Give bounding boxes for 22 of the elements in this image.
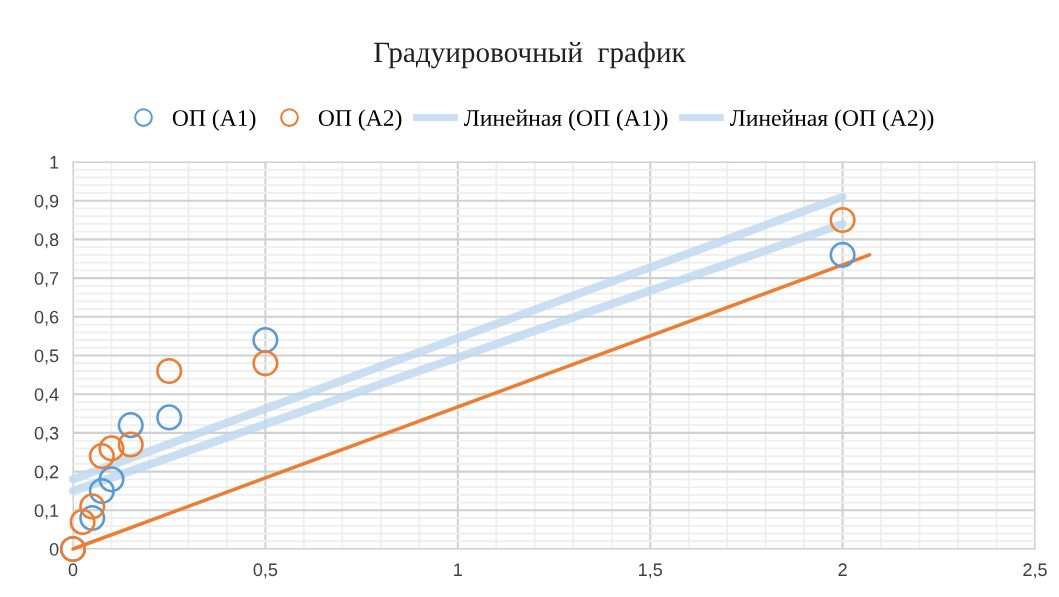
x-tick-label: 1 [454, 563, 462, 576]
y-tick-label: 0,6 [34, 310, 59, 326]
legend-label: Линейная (ОП (А1)) [464, 109, 668, 131]
y-tick-label: 0,4 [34, 388, 59, 404]
y-tick-label: 0,2 [34, 465, 59, 481]
legend-label: Линейная (ОП (А2)) [730, 109, 934, 131]
y-tick-label: 0,1 [34, 504, 59, 520]
x-tick-label: 0,5 [253, 563, 278, 579]
y-tick-label: 0 [49, 542, 59, 556]
x-tick-label: 2 [838, 563, 847, 576]
y-tick-label: 0,5 [34, 349, 59, 365]
legend-label: ОП (А2) [318, 109, 402, 131]
y-tick-label: 1 [50, 156, 59, 169]
y-tick-label: 0,9 [34, 194, 59, 210]
chart-title: Градуировочный график [374, 41, 686, 69]
x-tick-label: 1,5 [639, 563, 662, 579]
y-tick-label: 0,7 [34, 272, 59, 287]
legend-label: ОП (А1) [172, 109, 256, 131]
x-tick-label: 2,5 [1023, 563, 1047, 579]
y-tick-label: 0,8 [34, 233, 59, 249]
x-tick-label: 0 [68, 563, 78, 577]
y-tick-label: 0,3 [34, 426, 59, 442]
